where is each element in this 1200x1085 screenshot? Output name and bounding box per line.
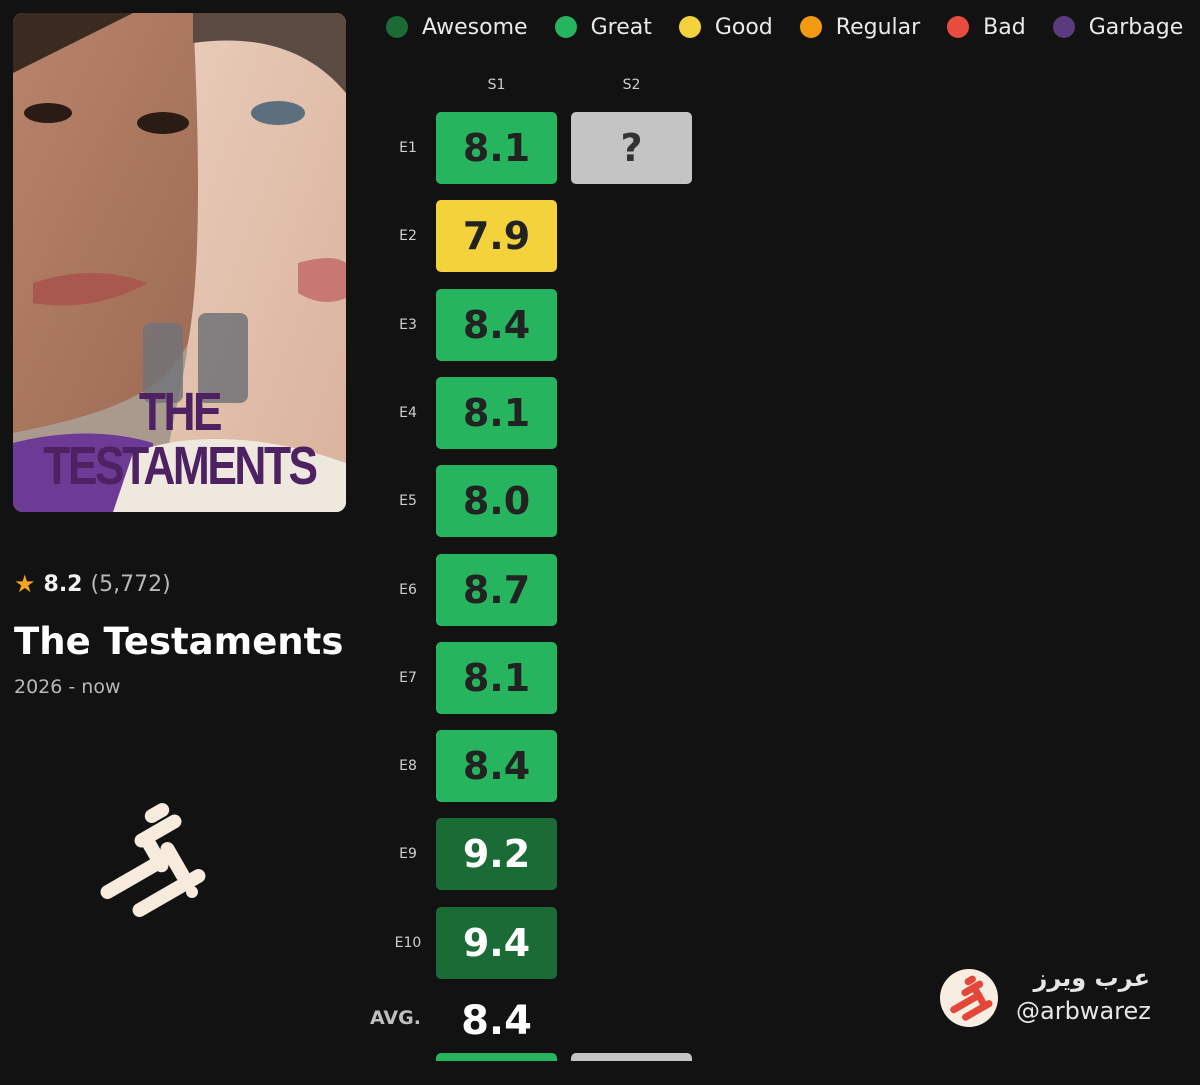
episode-cell-s1-e9[interactable]: 9.2 [436, 818, 557, 891]
episode-label-e4: E4 [399, 404, 417, 421]
episode-label-e7: E7 [399, 669, 417, 686]
season-average-s1: 8.4 [461, 998, 532, 1044]
legend-item-awesome: Awesome [386, 15, 528, 40]
average-bar-s2 [571, 1053, 692, 1061]
legend-dot-icon [947, 16, 970, 38]
episode-cell-s1-e8[interactable]: 8.4 [436, 730, 557, 803]
episode-label-e8: E8 [399, 758, 417, 775]
episode-cell-s1-e10[interactable]: 9.4 [436, 906, 557, 979]
episode-cell-s1-e7[interactable]: 8.1 [436, 641, 557, 714]
watermark-handle: @arbwarez [1016, 997, 1151, 1025]
episode-cell-s1-e5[interactable]: 8.0 [436, 465, 557, 538]
episode-label-e10: E10 [394, 934, 422, 951]
watermark-arabic-name: عرب ويرز [1033, 964, 1150, 992]
legend-label: Regular [835, 14, 921, 40]
episode-label-e6: E6 [399, 581, 417, 598]
average-label: AVG. [370, 1007, 421, 1029]
rating-count: (5,772) [90, 571, 171, 597]
legend-item-regular: Regular [799, 14, 921, 40]
watermark-logo-icon [940, 969, 998, 1027]
poster-image [13, 13, 346, 512]
episode-cell-s1-e2[interactable]: 7.9 [436, 200, 557, 273]
episode-cell-s2-e1[interactable]: ? [571, 112, 692, 184]
poster-title: THE TESTAMENTS [43, 382, 318, 496]
show-poster[interactable]: THE TESTAMENTS [13, 13, 346, 512]
episode-cell-s1-e3[interactable]: 8.4 [436, 288, 557, 361]
legend-dot-icon [678, 16, 701, 38]
episode-label-e3: E3 [399, 316, 417, 333]
legend-label: Good [714, 14, 773, 40]
episode-cell-s1-e6[interactable]: 8.7 [436, 553, 557, 626]
episode-label-e1: E1 [399, 140, 417, 156]
legend-dot-icon [386, 16, 408, 38]
legend-label: Great [590, 14, 652, 40]
show-years: 2026 - now [14, 676, 121, 698]
legend-label: Bad [983, 14, 1026, 40]
legend-dot-icon [554, 16, 577, 38]
legend-item-bad: Bad [947, 15, 1026, 40]
episode-cell-s1-e1[interactable]: 8.1 [436, 112, 557, 184]
show-title: The Testaments [14, 620, 344, 663]
season-header-s2: S2 [622, 77, 641, 93]
legend-label: Awesome [422, 14, 528, 40]
rating-value: 8.2 [43, 571, 83, 597]
legend-dot-icon [1052, 16, 1075, 38]
average-bar-s1 [436, 1053, 557, 1061]
legend-dot-icon [799, 16, 822, 38]
legend-item-great: Great [554, 14, 652, 40]
episode-cell-s1-e4[interactable]: 8.1 [436, 376, 557, 449]
rating-row: ★ 8.2 (5,772) [14, 568, 171, 600]
legend-item-garbage: Garbage [1052, 14, 1184, 40]
brand-logo-icon [100, 803, 206, 917]
legend-label: Garbage [1088, 14, 1184, 40]
star-icon: ★ [14, 570, 36, 598]
episode-label-e2: E2 [399, 228, 417, 245]
rating-legend: Awesome Great Good Regular Bad Garbage [386, 10, 1183, 44]
legend-item-good: Good [678, 14, 773, 40]
season-header-s1: S1 [487, 77, 506, 93]
episode-label-e9: E9 [399, 846, 417, 863]
episode-label-e5: E5 [399, 493, 417, 510]
